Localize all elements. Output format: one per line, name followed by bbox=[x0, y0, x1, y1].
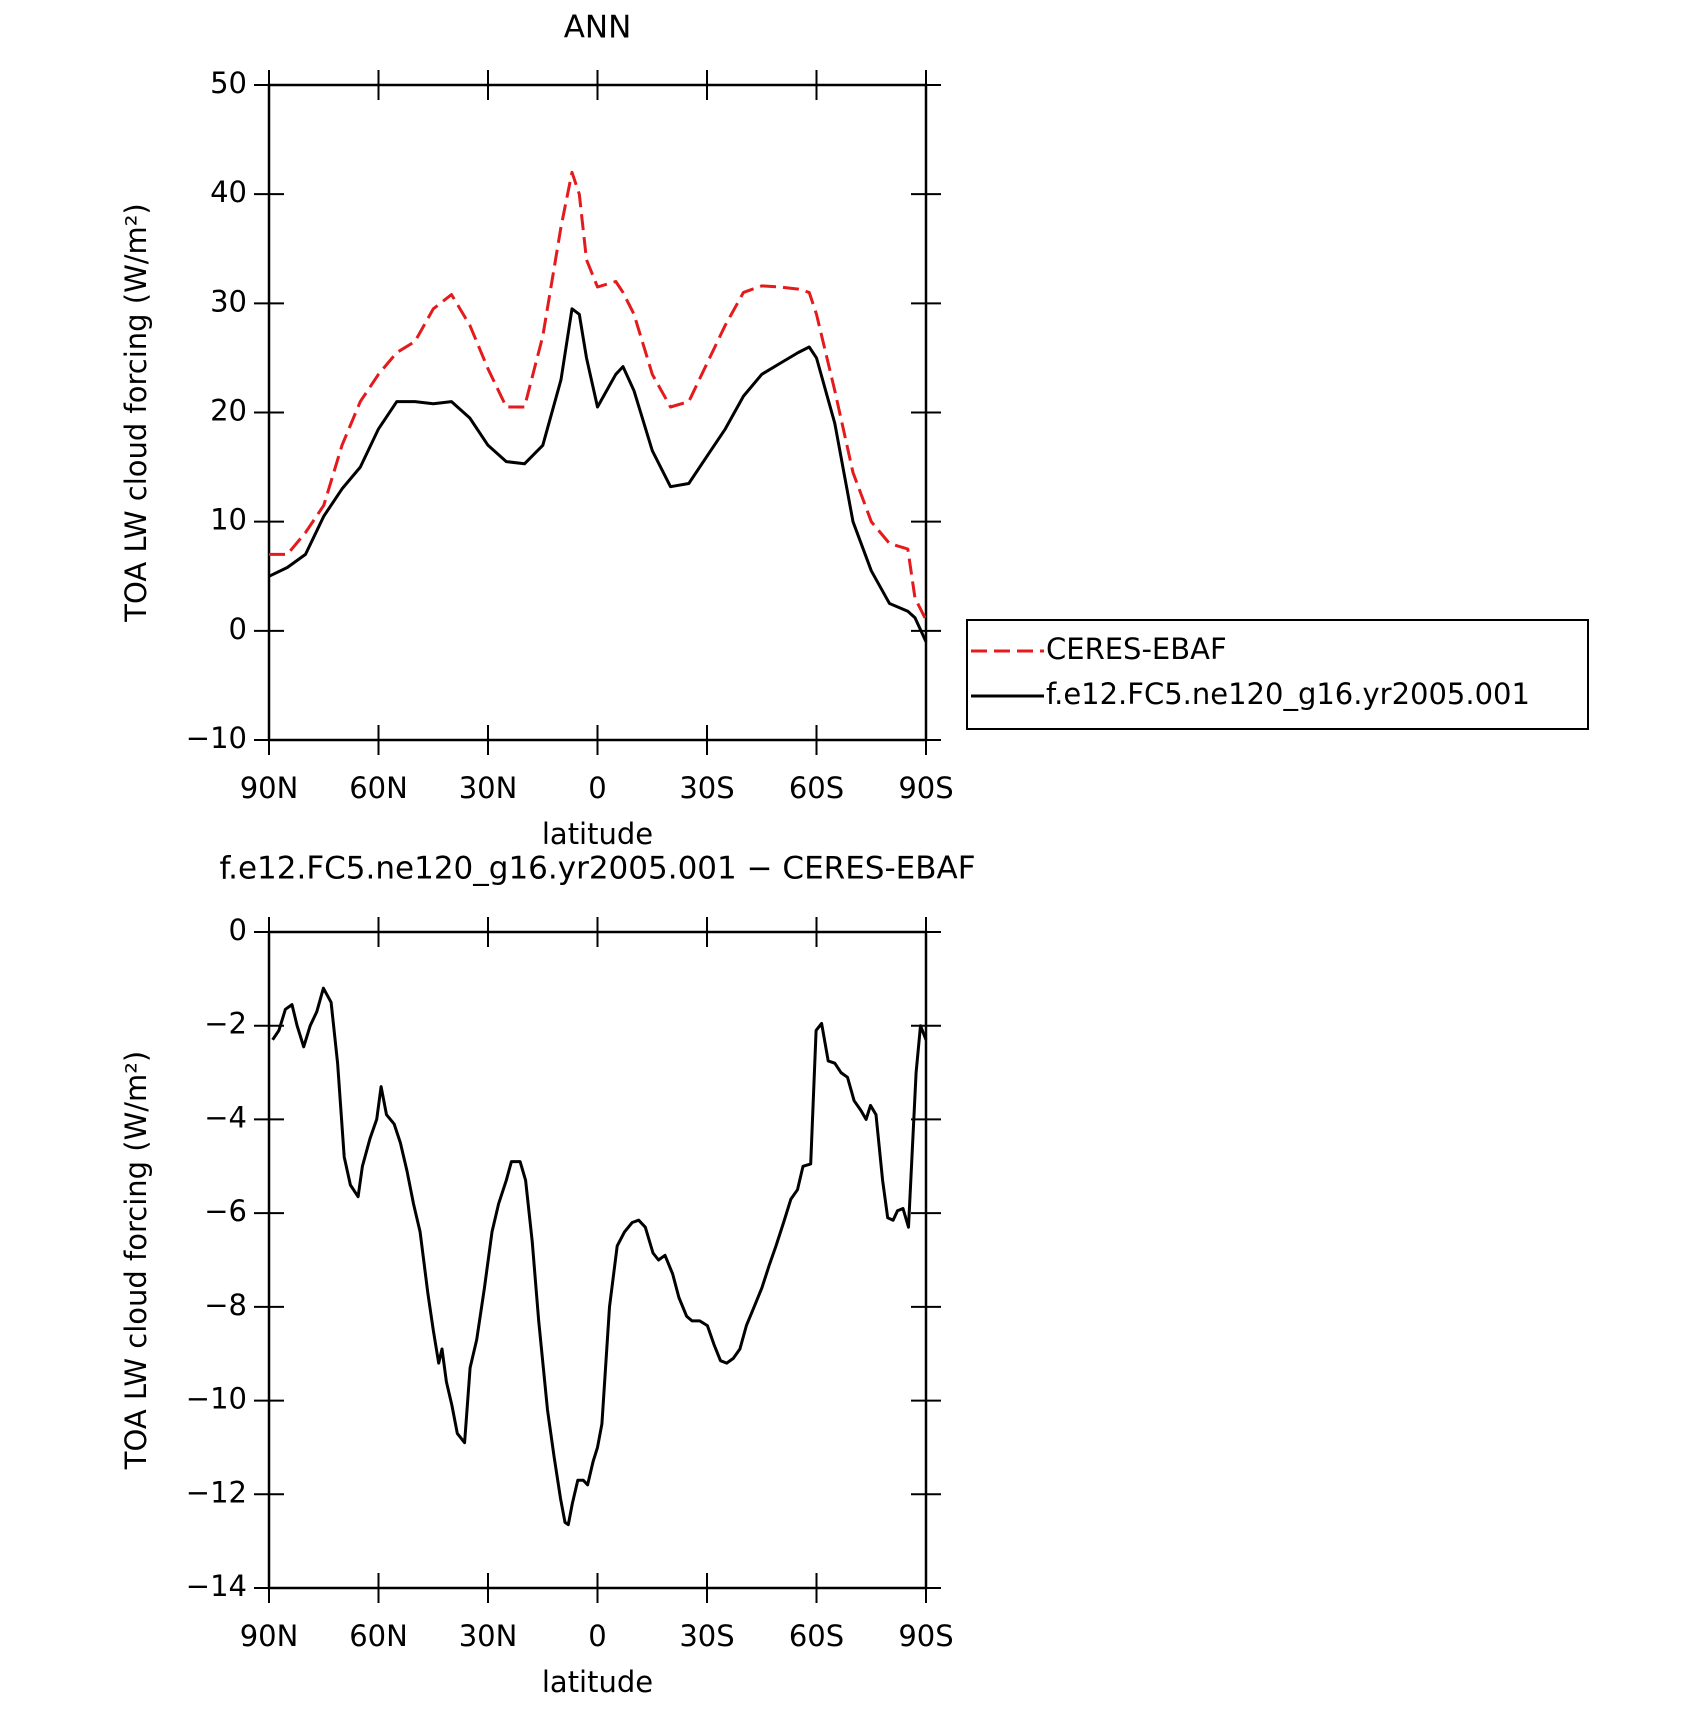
x-axis-label: latitude bbox=[542, 817, 653, 851]
y-tick-label: 40 bbox=[210, 175, 247, 209]
y-tick-label: −12 bbox=[186, 1475, 247, 1509]
y-tick-label: 0 bbox=[229, 612, 247, 646]
x-tick-label: 90N bbox=[240, 1619, 299, 1653]
legend-label: f.e12.FC5.ne120_g16.yr2005.001 bbox=[1046, 677, 1530, 711]
chart-title: f.e12.FC5.ne120_g16.yr2005.001 − CERES-E… bbox=[219, 851, 975, 887]
y-tick-label: 50 bbox=[210, 66, 247, 100]
x-tick-label: 30N bbox=[459, 1619, 518, 1653]
legend-label: CERES-EBAF bbox=[1046, 632, 1227, 666]
y-tick-label: −10 bbox=[186, 721, 247, 755]
x-tick-label: 60N bbox=[349, 1619, 408, 1653]
x-tick-label: 30S bbox=[679, 771, 734, 805]
x-tick-label: 90N bbox=[240, 771, 299, 805]
x-tick-label: 0 bbox=[588, 771, 606, 805]
data-line bbox=[268, 307, 928, 643]
x-tick-label: 60S bbox=[789, 771, 844, 805]
y-tick-label: 20 bbox=[210, 394, 247, 428]
x-tick-label: 30N bbox=[459, 771, 518, 805]
x-tick-label: 90S bbox=[898, 771, 953, 805]
y-tick-label: −2 bbox=[204, 1007, 247, 1041]
y-axis-label: TOA LW cloud forcing (W/m²) bbox=[119, 1051, 153, 1470]
plot-frame bbox=[267, 83, 928, 742]
y-tick-label: 0 bbox=[229, 913, 247, 947]
y-tick-label: −4 bbox=[204, 1100, 247, 1134]
data-line bbox=[269, 170, 928, 621]
legend-box bbox=[966, 619, 1589, 730]
x-tick-label: 60S bbox=[789, 1619, 844, 1653]
x-tick-label: 0 bbox=[588, 1619, 606, 1653]
y-tick-label: −14 bbox=[186, 1569, 247, 1603]
chart-title: ANN bbox=[564, 10, 632, 46]
x-axis-label: latitude bbox=[542, 1665, 653, 1699]
y-tick-label: 30 bbox=[210, 284, 247, 318]
y-tick-label: −8 bbox=[204, 1288, 247, 1322]
y-tick-label: −10 bbox=[186, 1382, 247, 1416]
y-axis-label: TOA LW cloud forcing (W/m²) bbox=[119, 203, 153, 622]
y-tick-label: −6 bbox=[204, 1194, 247, 1228]
legend: CERES-EBAF f.e12.FC5.ne120_g16.yr2005.001 bbox=[966, 619, 1589, 730]
y-tick-label: 10 bbox=[210, 503, 247, 537]
x-tick-label: 90S bbox=[898, 1619, 953, 1653]
x-tick-label: 30S bbox=[679, 1619, 734, 1653]
data-line bbox=[271, 986, 928, 1527]
x-tick-label: 60N bbox=[349, 771, 408, 805]
plot-frame bbox=[267, 930, 928, 1590]
